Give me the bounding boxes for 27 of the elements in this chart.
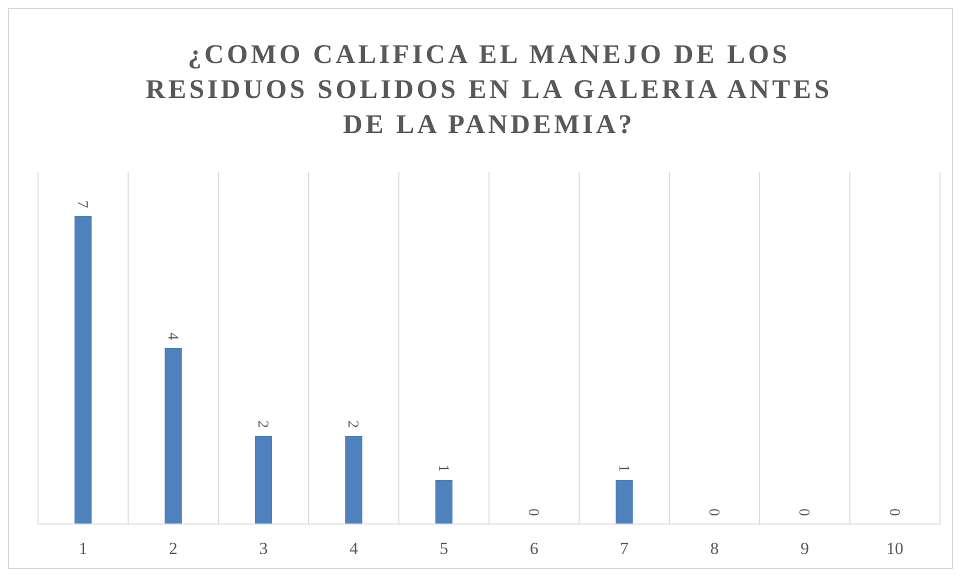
bar — [74, 216, 92, 524]
x-tick-label: 7 — [620, 539, 630, 558]
bar — [616, 480, 633, 524]
x-tick-label: 8 — [710, 539, 719, 558]
data-label: 7 — [74, 200, 90, 208]
x-tick-label: 5 — [440, 539, 448, 558]
data-label: 0 — [796, 508, 812, 516]
data-label: 4 — [164, 332, 180, 340]
x-tick-label: 9 — [800, 539, 809, 558]
x-tick-label: 2 — [169, 539, 178, 558]
bar — [435, 480, 452, 524]
bar — [345, 436, 362, 524]
data-label: 0 — [706, 508, 722, 516]
data-label: 0 — [525, 508, 542, 516]
data-label: 1 — [615, 464, 632, 472]
bar — [254, 436, 272, 524]
x-tick-label: 10 — [886, 539, 904, 558]
x-tick-label: 4 — [349, 539, 358, 558]
x-tick-label: 3 — [259, 539, 268, 558]
chart-title: ¿COMO CALIFICA EL MANEJO DE LOS RESIDUOS SOLIDOS EN LA GALERIA ANTES DE LA PANDEMIA? — [146, 39, 832, 139]
x-tick-label: 1 — [78, 539, 88, 558]
data-label: 1 — [434, 464, 451, 472]
bar — [164, 348, 182, 524]
x-tick-label: 6 — [530, 539, 538, 558]
data-label: 0 — [886, 508, 902, 516]
data-label: 2 — [254, 420, 270, 428]
data-label: 2 — [344, 420, 361, 428]
